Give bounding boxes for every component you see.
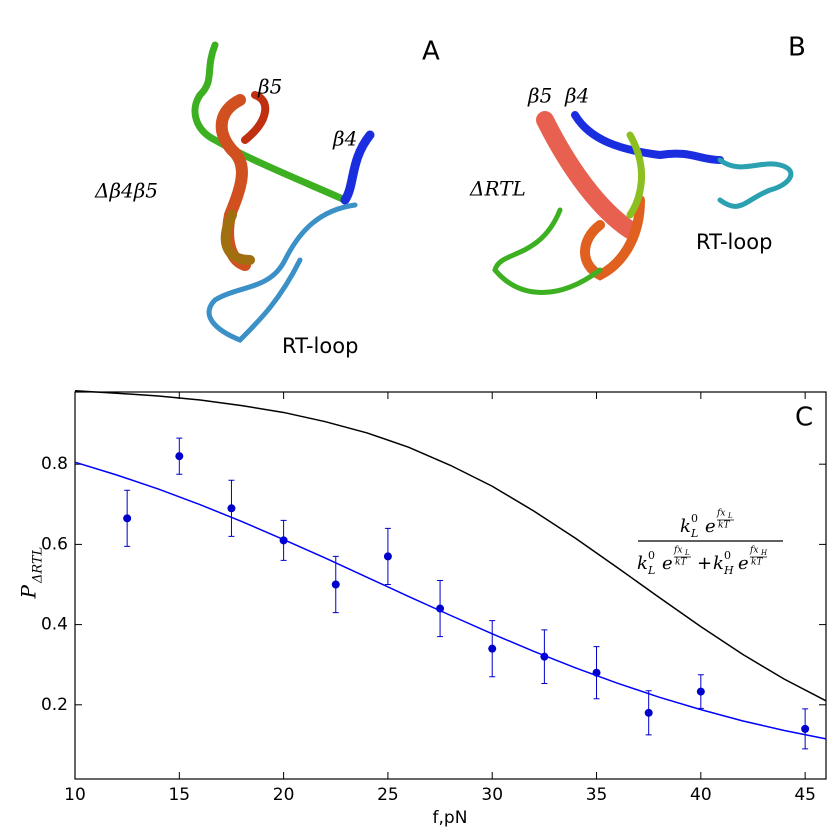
formula-sub: H: [723, 564, 734, 577]
fit-curve: [74, 390, 827, 702]
x-tick-label: 40: [690, 785, 712, 805]
protein-a: [191, 41, 375, 343]
y-tick-label: 0.6: [41, 534, 68, 554]
strand-label: β5: [257, 75, 282, 99]
formula-symbol: k: [637, 553, 648, 574]
y-tick-label: 0.2: [41, 695, 68, 715]
formula-exp-sub: H: [760, 549, 768, 557]
loop-label: RT-loop: [696, 230, 772, 254]
data-point: [227, 504, 236, 513]
formula-exp-sub: L: [727, 512, 733, 520]
protein-b: [492, 111, 794, 295]
formula-symbol: k: [680, 516, 691, 537]
strand-label: β4: [332, 127, 357, 151]
formula-base: e: [705, 516, 716, 537]
x-tick-label: 45: [794, 785, 816, 805]
fit-curve: [74, 461, 827, 740]
panel-label: C: [795, 403, 813, 433]
data-point: [696, 687, 705, 696]
formula-exp-den: kT: [718, 521, 730, 531]
formula-symbol: k: [713, 553, 724, 574]
formula-exp-den: kT: [751, 558, 763, 568]
strand-label: β5: [527, 84, 552, 108]
formula-exp: fx: [673, 546, 682, 556]
formula-base: e: [738, 553, 749, 574]
data-point: [488, 644, 497, 653]
y-axis-label: P ΔRTL: [17, 547, 46, 600]
data-point: [644, 708, 653, 717]
formula-operator: +: [697, 553, 712, 574]
x-tick-label: 10: [64, 785, 86, 805]
formula-base: e: [662, 553, 673, 574]
x-tick-label: 35: [586, 785, 608, 805]
x-tick-label: 30: [481, 785, 503, 805]
formula-exp-den: kT: [675, 558, 687, 568]
panel-label: A: [422, 37, 440, 67]
formula-exp-sub: L: [684, 549, 690, 557]
x-axis-label: f,pN: [433, 808, 468, 828]
formula-sup: 0: [691, 512, 698, 525]
structure-name: Δβ4β5: [94, 179, 158, 203]
data-point: [175, 452, 184, 461]
panel-label: B: [788, 33, 806, 63]
data-point: [801, 724, 810, 733]
loop-label: RT-loop: [282, 334, 358, 358]
y-tick-label: 0.8: [41, 454, 68, 474]
formula-sub: L: [690, 527, 698, 540]
formula-sup: 0: [648, 549, 655, 562]
y-tick-label: 0.4: [41, 615, 68, 635]
formula-sup: 0: [724, 549, 731, 562]
data-point: [383, 552, 392, 561]
x-tick-label: 20: [273, 785, 295, 805]
x-tick-label: 25: [377, 785, 399, 805]
formula-exp: fx: [716, 509, 725, 519]
y-axis-label-main: P: [17, 584, 41, 599]
formula-sub: L: [647, 564, 655, 577]
formula-exp: fx: [749, 546, 758, 556]
x-tick-label: 15: [168, 785, 190, 805]
data-point: [331, 580, 340, 589]
plot-frame: [74, 391, 827, 780]
structure-name: ΔRTL: [469, 177, 526, 201]
strand-label: β4: [564, 84, 589, 108]
y-axis-label-sub: ΔRTL: [31, 547, 46, 584]
data-point: [123, 514, 132, 523]
